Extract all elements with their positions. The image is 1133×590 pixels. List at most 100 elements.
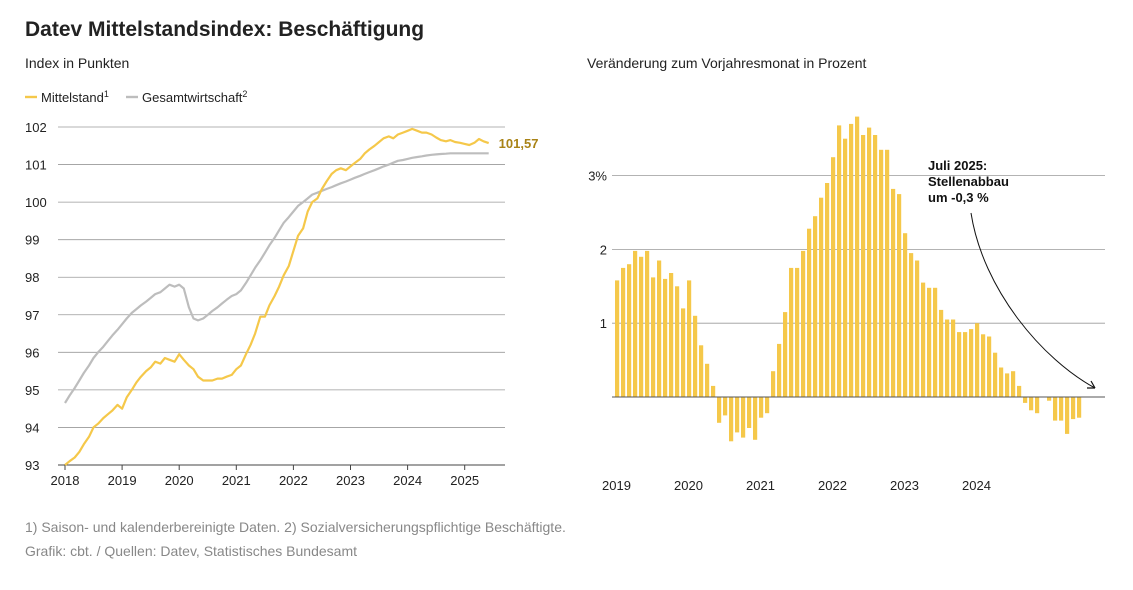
x-tick-label: 2018 bbox=[51, 473, 80, 488]
x-tick-label: 2020 bbox=[674, 478, 703, 493]
bar bbox=[945, 319, 950, 397]
bar bbox=[1023, 397, 1028, 403]
bar bbox=[657, 260, 662, 397]
bar bbox=[831, 157, 836, 397]
bar bbox=[963, 332, 968, 397]
bar bbox=[927, 287, 932, 397]
right-chart-subtitle: Veränderung zum Vorjahresmonat in Prozen… bbox=[587, 55, 867, 71]
y-tick-label: 3% bbox=[588, 169, 607, 184]
annotation-text: Juli 2025: bbox=[928, 158, 987, 173]
x-tick-label: 2024 bbox=[962, 478, 991, 493]
bar bbox=[933, 287, 938, 397]
x-tick-label: 2019 bbox=[108, 473, 137, 488]
bar bbox=[1059, 397, 1064, 421]
y-tick-label: 93 bbox=[25, 458, 39, 473]
y-tick-label: 102 bbox=[25, 120, 47, 135]
bar bbox=[645, 250, 650, 397]
bar bbox=[909, 253, 914, 397]
left-chart-subtitle: Index in Punkten bbox=[25, 55, 130, 71]
bar bbox=[633, 250, 638, 397]
x-tick-label: 2021 bbox=[746, 478, 775, 493]
y-tick-label: 1 bbox=[600, 316, 607, 331]
bar bbox=[885, 149, 890, 397]
bar bbox=[687, 280, 692, 397]
bar bbox=[651, 277, 656, 397]
bar bbox=[939, 309, 944, 397]
bar bbox=[897, 194, 902, 397]
bar bbox=[711, 385, 716, 397]
bar bbox=[669, 273, 674, 397]
bar bbox=[819, 197, 824, 397]
right-bar-chart: 1 2 3% 2019 2020 2021 2022 2023 2024 Juli 2025:St… bbox=[588, 116, 1105, 493]
y-tick-label: 96 bbox=[25, 345, 39, 360]
bar bbox=[867, 127, 872, 397]
chart-title: Datev Mittelstandsindex: Beschäftigung bbox=[25, 18, 425, 41]
bar bbox=[615, 280, 620, 397]
bar bbox=[849, 123, 854, 398]
bar bbox=[1077, 397, 1082, 418]
bar bbox=[753, 397, 758, 440]
annotation-text: um -0,3 % bbox=[928, 190, 989, 205]
bar bbox=[921, 282, 926, 397]
left-line-chart: 93 94 95 96 97 98 99 100 101 102 2018 2019 2020 2021 2… bbox=[25, 89, 538, 488]
y-tick-label: 98 bbox=[25, 270, 39, 285]
series-line-gesamtwirtschaft bbox=[64, 152, 489, 404]
bar bbox=[639, 256, 644, 397]
bar bbox=[723, 397, 728, 416]
bar bbox=[681, 308, 686, 397]
series-line-mittelstand bbox=[64, 127, 490, 466]
y-tick-label: 99 bbox=[25, 233, 39, 248]
x-tick-label: 2022 bbox=[818, 478, 847, 493]
bar bbox=[1029, 397, 1034, 411]
bar bbox=[843, 138, 848, 397]
bar bbox=[741, 397, 746, 438]
bar bbox=[795, 267, 800, 398]
x-tick-label: 2019 bbox=[602, 478, 631, 493]
bar bbox=[693, 315, 698, 397]
x-tick-label: 2021 bbox=[222, 473, 251, 488]
y-tick-label: 97 bbox=[25, 308, 39, 323]
bar bbox=[627, 264, 632, 397]
bar bbox=[1071, 397, 1076, 420]
bar bbox=[1011, 371, 1016, 397]
source-credit: Grafik: cbt. / Quellen: Datev, Statistis… bbox=[25, 543, 357, 559]
bar bbox=[855, 116, 860, 397]
annotation-text: Stellenabbau bbox=[928, 174, 1009, 189]
legend-label: Gesamtwirtschaft2 bbox=[142, 89, 247, 105]
bar bbox=[705, 363, 710, 397]
footnote: 1) Saison- und kalenderbereinigte Daten.… bbox=[25, 519, 566, 535]
y-tick-label: 101 bbox=[25, 158, 47, 173]
bar bbox=[729, 397, 734, 442]
bar bbox=[1053, 397, 1058, 421]
bar bbox=[903, 233, 908, 397]
bar bbox=[807, 228, 812, 397]
bar bbox=[801, 250, 806, 397]
bar bbox=[993, 352, 998, 397]
x-tick-label: 2023 bbox=[336, 473, 365, 488]
bar bbox=[879, 149, 884, 397]
annotation-arrow bbox=[970, 212, 1096, 389]
bar bbox=[699, 345, 704, 397]
bar bbox=[663, 278, 668, 397]
bar bbox=[759, 397, 764, 418]
bar bbox=[837, 125, 842, 398]
bar bbox=[873, 135, 878, 397]
x-tick-label: 2025 bbox=[450, 473, 479, 488]
bar bbox=[891, 188, 896, 397]
bar bbox=[999, 367, 1004, 397]
bar bbox=[969, 329, 974, 397]
x-tick-label: 2020 bbox=[165, 473, 194, 488]
bar bbox=[1047, 397, 1052, 401]
y-tick-label: 95 bbox=[25, 383, 39, 398]
bar bbox=[747, 397, 752, 428]
bar bbox=[987, 336, 992, 397]
annotation-arrowhead bbox=[1087, 380, 1096, 389]
x-tick-label: 2024 bbox=[393, 473, 422, 488]
bar bbox=[1035, 397, 1040, 414]
bar bbox=[783, 312, 788, 397]
y-tick-label: 100 bbox=[25, 195, 47, 210]
bar bbox=[951, 319, 956, 397]
bar bbox=[771, 371, 776, 397]
x-tick-label: 2023 bbox=[890, 478, 919, 493]
bar bbox=[1065, 397, 1070, 434]
